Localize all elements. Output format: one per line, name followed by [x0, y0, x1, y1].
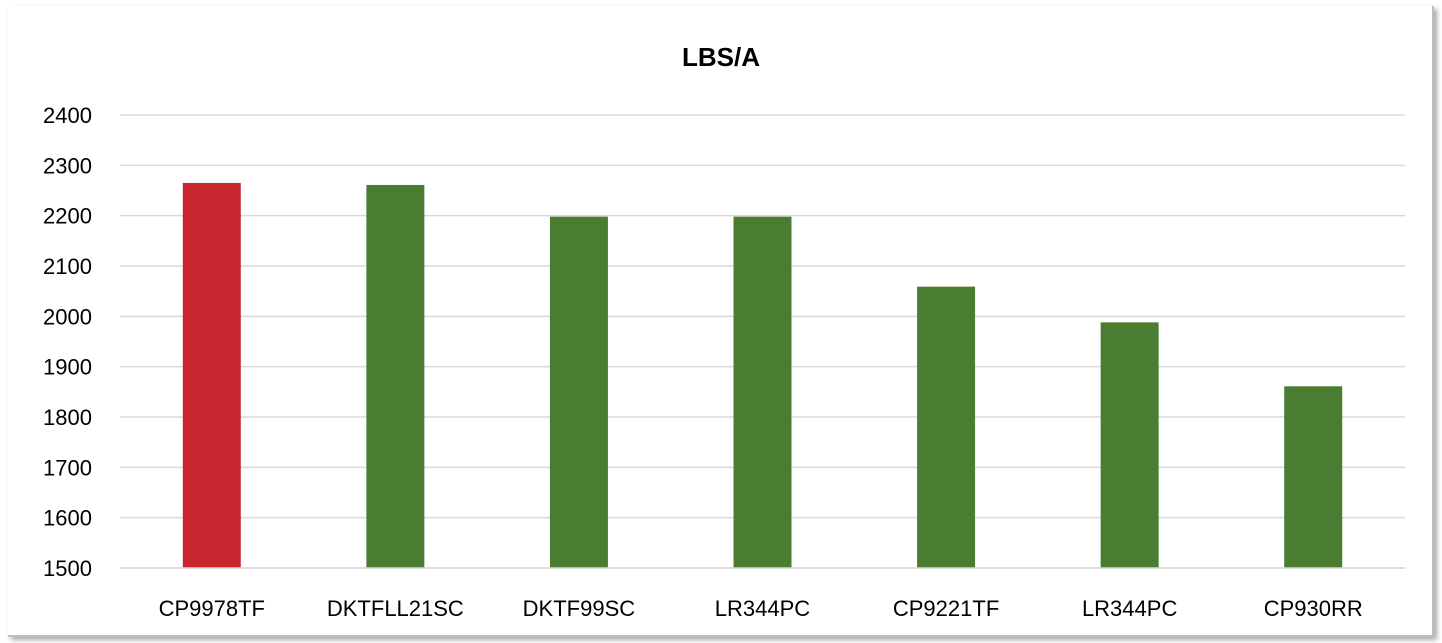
bar-2: [549, 216, 608, 568]
y-tick-label: 2300: [43, 153, 92, 178]
y-axis-ticks: 1500 1600 1700 1800 1900 2000 2100 2200 2300 2400: [43, 103, 92, 581]
x-tick-label: LR344PC: [1082, 596, 1178, 621]
bar-3: [733, 216, 792, 568]
x-tick-label: DKTF99SC: [523, 596, 636, 621]
y-tick-label: 1800: [43, 405, 92, 430]
bar-1: [366, 184, 425, 569]
bar-0: [182, 182, 241, 568]
bar-5: [1100, 322, 1159, 568]
y-tick-label: 1700: [43, 455, 92, 480]
x-tick-label: CP9978TF: [159, 596, 265, 621]
y-tick-label: 1500: [43, 556, 92, 581]
x-tick-label: LR344PC: [715, 596, 811, 621]
y-tick-label: 2000: [43, 304, 92, 329]
y-tick-label: 2100: [43, 254, 92, 279]
x-tick-label: CP9221TF: [893, 596, 999, 621]
bar-4: [917, 286, 976, 568]
chart-title: LBS/A: [682, 42, 760, 72]
y-tick-label: 2400: [43, 103, 92, 128]
bar-6: [1284, 386, 1343, 568]
y-tick-label: 2200: [43, 204, 92, 229]
chart-frame: [8, 6, 1434, 637]
bars: [182, 182, 1343, 569]
y-tick-label: 1900: [43, 355, 92, 380]
x-tick-label: CP930RR: [1264, 596, 1363, 621]
y-tick-label: 1600: [43, 506, 92, 531]
x-tick-label: DKTFLL21SC: [327, 596, 464, 621]
x-axis-ticks: CP9978TF DKTFLL21SC DKTF99SC LR344PC CP9221T…: [159, 596, 1363, 621]
